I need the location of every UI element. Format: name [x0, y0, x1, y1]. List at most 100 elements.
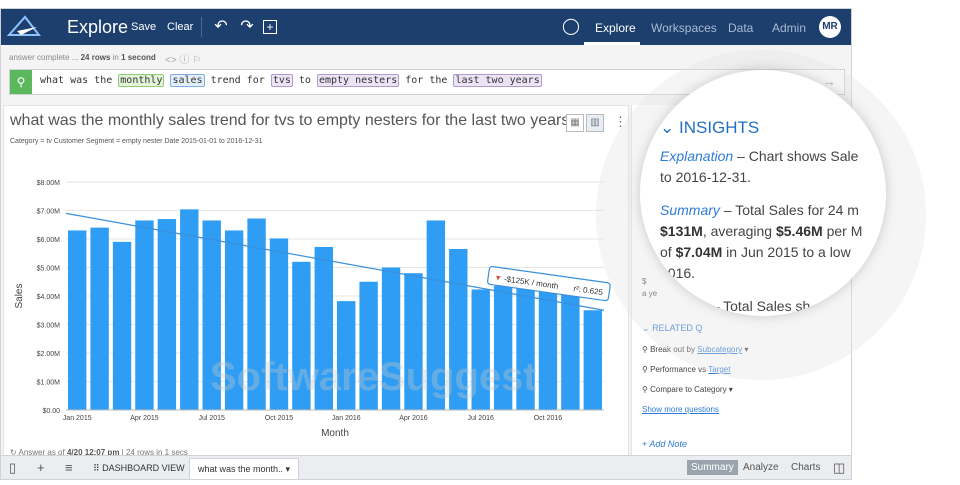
y-tick-label: $2.00M: [37, 351, 61, 358]
x-tick-label: Jul 2016: [467, 415, 494, 422]
annotation-box: [487, 265, 611, 302]
search-input[interactable]: what was the monthly sales trend for tvs…: [40, 74, 542, 87]
bottom-bar: ▯ + ≡ ⠿ DASHBOARD VIEW what was the mont…: [1, 455, 851, 479]
token-monthly[interactable]: monthly: [118, 74, 165, 87]
bar-sep-2016[interactable]: [516, 278, 535, 410]
bar-dec-2016[interactable]: [583, 310, 602, 410]
bar-mar-2015[interactable]: [112, 241, 132, 410]
show-more-link[interactable]: Show more questions: [642, 405, 719, 414]
token-empty-nesters[interactable]: empty nesters: [316, 74, 400, 87]
bar-apr-2016[interactable]: [404, 273, 423, 410]
search-icon[interactable]: ⚲: [10, 70, 32, 94]
tab-charts[interactable]: Charts: [791, 462, 821, 473]
menu-admin[interactable]: Admin: [772, 21, 807, 35]
search-icon: ⚲: [642, 345, 648, 354]
undo-icon[interactable]: ↶: [214, 18, 228, 35]
bar-mar-2016[interactable]: [381, 267, 401, 411]
tab-answer[interactable]: what was the month.. ▾: [189, 458, 299, 479]
bar-nov-2015[interactable]: [292, 261, 311, 410]
trend-line: [65, 212, 605, 311]
partial-text: $: [642, 277, 647, 286]
insight-summary: Summary – Total Sales for 24 m: [660, 202, 859, 218]
logo-icon[interactable]: [7, 15, 41, 39]
clear-button[interactable]: Clear: [167, 21, 194, 33]
menu-data[interactable]: Data: [728, 21, 754, 35]
token-last-two-years[interactable]: last two years: [453, 74, 542, 87]
y-axis-title: Sales: [14, 283, 25, 308]
x-tick-label: Oct 2016: [534, 415, 563, 422]
related-question[interactable]: ⚲ Break out by Subcategory ▾: [642, 345, 749, 354]
add-icon[interactable]: +: [37, 460, 45, 475]
bar-jun-2016[interactable]: [449, 248, 468, 410]
more-options-icon[interactable]: ⋮: [614, 114, 627, 129]
y-tick-label: $6.00M: [37, 237, 61, 244]
bar-oct-2016[interactable]: [538, 283, 558, 410]
search-icon: ⚲: [642, 365, 648, 374]
bar-nov-2016[interactable]: [561, 293, 580, 410]
sidebar-toggle-icon[interactable]: ▯: [9, 460, 17, 475]
chart-view-icon[interactable]: ▥: [586, 114, 604, 132]
info-icon[interactable]: ⓘ: [179, 55, 190, 66]
insights-heading[interactable]: ⌄ INSIGHTS: [660, 118, 760, 137]
bar-feb-2016[interactable]: [359, 281, 378, 410]
bar-jan-2015[interactable]: [68, 230, 87, 410]
bar-may-2015[interactable]: [157, 219, 177, 410]
code-icon[interactable]: <>: [165, 55, 177, 66]
insight-summary-cont: $131M, averaging $5.46M per M: [660, 223, 863, 239]
bar-jun-2015[interactable]: [180, 209, 199, 410]
token-sales[interactable]: sales: [170, 74, 205, 87]
dashboard-view-button[interactable]: ⠿ DASHBOARD VIEW: [93, 463, 185, 473]
bar-aug-2015[interactable]: [224, 230, 244, 410]
top-navigation-bar: Explore Save Clear ↶ ↷ + ◯ Explore Works…: [1, 9, 851, 45]
bar-jul-2015[interactable]: [202, 220, 221, 410]
bar-dec-2015[interactable]: [314, 246, 333, 410]
save-button[interactable]: Save: [131, 21, 157, 33]
add-icon[interactable]: +: [263, 20, 277, 34]
divider: [201, 17, 202, 37]
refresh-icon[interactable]: ↻: [10, 448, 17, 457]
trend-annotation: ▼ -$125K / month r²: 0.625: [487, 265, 611, 302]
active-tab-indicator: [584, 42, 640, 45]
avatar[interactable]: MR: [819, 16, 841, 38]
bar-may-2016[interactable]: [426, 220, 446, 410]
x-tick-label: Apr 2015: [130, 415, 159, 422]
x-axis-title: Month: [321, 428, 349, 439]
page-title: Explore: [67, 17, 129, 37]
bar-apr-2015[interactable]: [135, 220, 154, 410]
bar-jan-2016[interactable]: [337, 301, 356, 410]
list-icon[interactable]: ≡: [65, 460, 73, 475]
panel-toggle-icon[interactable]: ◫: [833, 460, 846, 475]
redo-icon[interactable]: ↷: [240, 18, 254, 35]
related-question[interactable]: ⚲ Compare to Category ▾: [642, 385, 733, 394]
menu-workspaces[interactable]: Workspaces: [651, 21, 717, 35]
x-tick-label: Jan 2016: [332, 415, 361, 422]
tab-summary[interactable]: Summary: [687, 460, 738, 475]
related-questions-heading[interactable]: ⌄ RELATED Q: [642, 323, 703, 333]
search-bar[interactable]: ⚲ what was the monthly sales trend for t…: [9, 69, 845, 95]
y-tick-label: $8.00M: [37, 180, 61, 187]
bar-oct-2015[interactable]: [269, 238, 289, 410]
y-tick-label: $5.00M: [37, 266, 61, 273]
status-icons: <> ⓘ ⚐: [165, 51, 201, 66]
bar-sep-2015[interactable]: [247, 218, 266, 410]
filter-chips: Category = tv Customer Segment = empty n…: [10, 138, 263, 145]
add-note-button[interactable]: + Add Note: [642, 439, 687, 449]
chart-panel: what was the monthly sales trend for tvs…: [3, 105, 629, 463]
bar-feb-2015[interactable]: [90, 227, 109, 410]
y-tick-label: $1.00M: [37, 380, 61, 387]
down-triangle-icon: ▼: [494, 273, 503, 283]
bar-aug-2016[interactable]: [493, 286, 513, 410]
partial-text: a ye: [642, 289, 658, 298]
tab-analyze[interactable]: Analyze: [743, 462, 779, 473]
lightbulb-icon[interactable]: ◯: [562, 18, 580, 35]
x-tick-label: Jul 2015: [198, 415, 225, 422]
token-tvs[interactable]: tvs: [270, 74, 293, 87]
insight-summary-cont: of $7.04M in Jun 2015 to a low: [660, 244, 851, 260]
table-view-icon[interactable]: ▦: [566, 114, 584, 132]
insight-growth: wth – Total Sales sh: [686, 298, 811, 314]
related-question[interactable]: ⚲ Performance vs Target: [642, 365, 731, 374]
bar-jul-2016[interactable]: [471, 289, 490, 410]
menu-explore[interactable]: Explore: [595, 21, 636, 35]
flag-icon[interactable]: ⚐: [192, 55, 202, 66]
forward-arrow-icon[interactable]: →: [822, 73, 836, 89]
